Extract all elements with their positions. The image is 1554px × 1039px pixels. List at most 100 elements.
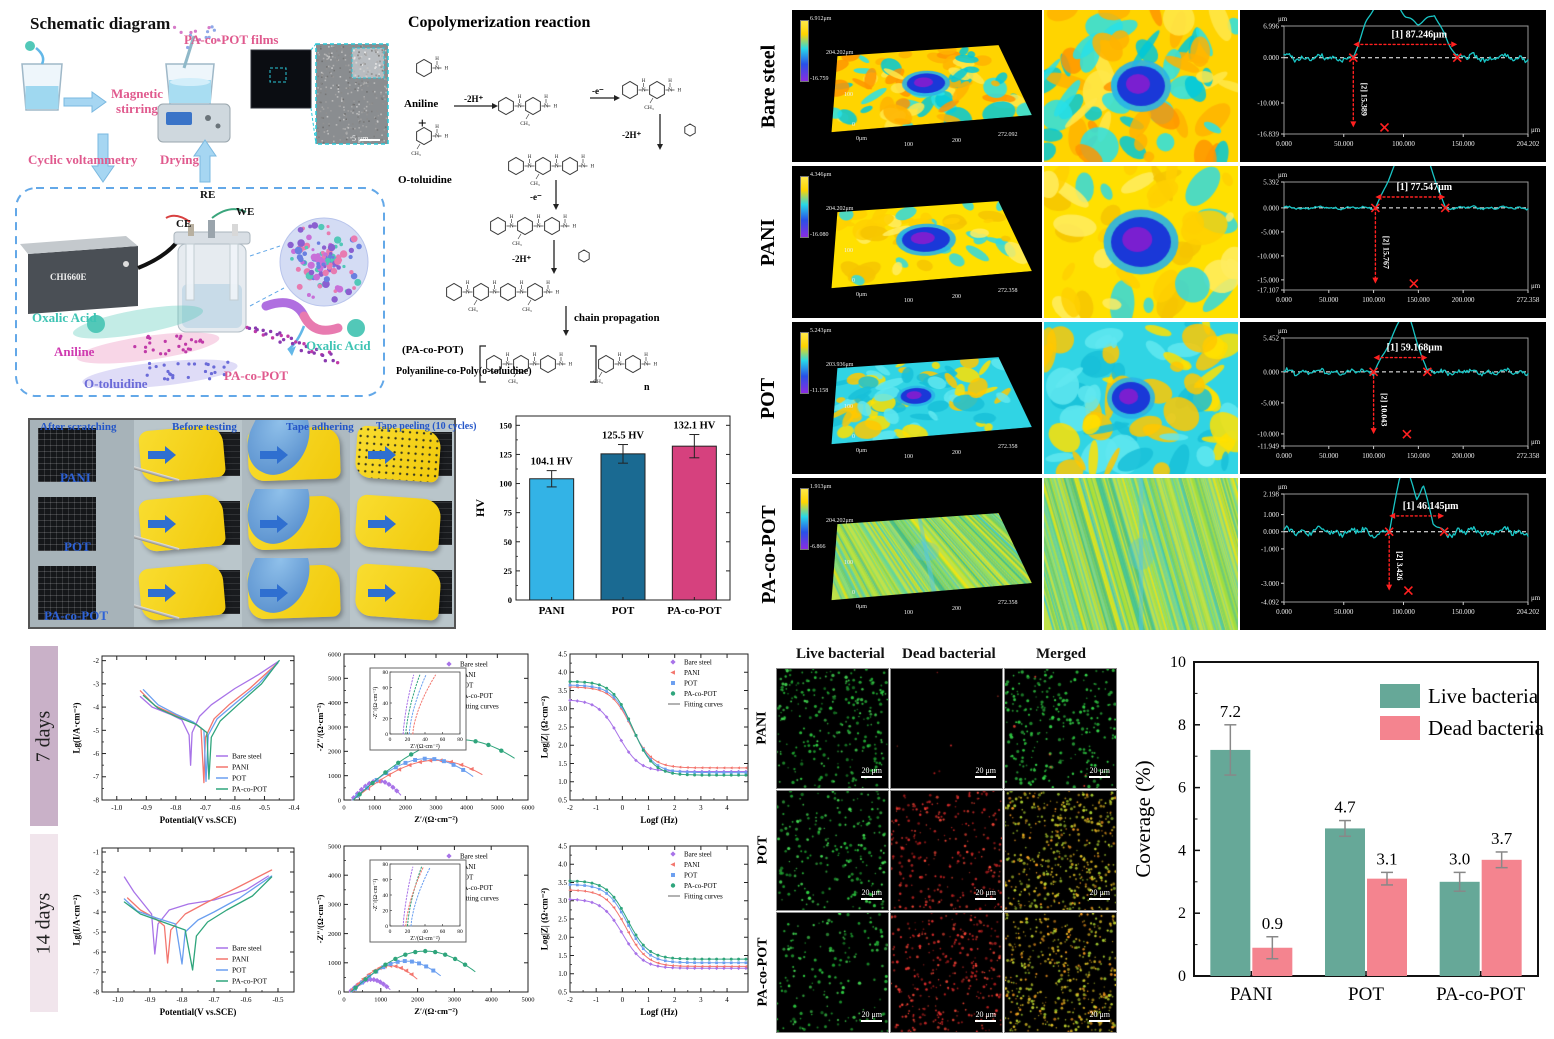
svg-text:0: 0: [621, 996, 625, 1004]
svg-text:4.0: 4.0: [558, 861, 567, 869]
surface-axis-label: 200: [952, 450, 961, 456]
o-toluidine-struct-label: O-toluidine: [398, 174, 452, 186]
svg-text:4: 4: [1178, 842, 1186, 859]
svg-text:H: H: [678, 89, 682, 94]
svg-text:0: 0: [389, 929, 392, 935]
svg-text:PA-co-POT: PA-co-POT: [684, 690, 718, 698]
svg-text:PA-co-POT: PA-co-POT: [1436, 984, 1525, 1005]
svg-text:40: 40: [422, 737, 428, 743]
svg-text:[1] 77.547μm: [1] 77.547μm: [1396, 182, 1452, 193]
svg-text:POT: POT: [232, 774, 247, 783]
hv-chart: 0 25 50 75 100 125 150 HV 104.1 HV PANI 125.5 HV PO…: [470, 404, 744, 639]
svg-text:-0.5: -0.5: [259, 804, 271, 812]
svg-text:Potential(V vs.SCE): Potential(V vs.SCE): [160, 1007, 237, 1017]
svg-text:4000: 4000: [485, 997, 498, 1004]
bacteria-image-r1c2: 20 μm: [1004, 790, 1117, 911]
step5-label: -2H⁺: [512, 254, 531, 265]
bacteria-row-label: POT: [752, 790, 774, 909]
svg-text:60: 60: [440, 737, 446, 743]
svg-text:μm: μm: [1531, 594, 1541, 602]
svg-text:132.1 HV: 132.1 HV: [673, 421, 715, 432]
surface-axis-label: 0μm: [856, 292, 867, 298]
svg-text:3.0: 3.0: [1449, 849, 1470, 868]
svg-text:125.5 HV: 125.5 HV: [602, 431, 644, 442]
bacteria-row-label: PANI: [752, 668, 774, 787]
surface-axis-label: 0: [852, 122, 855, 128]
svg-text:100.000: 100.000: [1362, 296, 1385, 304]
svg-text:100.000: 100.000: [1392, 140, 1415, 148]
surface-heatmap-image: [1044, 478, 1238, 630]
svg-text:2.0: 2.0: [558, 742, 567, 750]
svg-text:N: N: [617, 362, 622, 368]
surface-axis-label: 100: [904, 610, 913, 616]
svg-text:-Z″/(Ω·cm⁻²): -Z″/(Ω·cm⁻²): [372, 687, 379, 720]
svg-text:-8: -8: [93, 796, 99, 804]
svg-text:25: 25: [504, 566, 513, 576]
bode-14d-chart: -2 -1 0 1 2 3 4 0.5 1.0 1.5 2.0 2.5 3.0 3.5 4.0 4.5 Logf…: [536, 840, 754, 1033]
svg-text:-11.949: -11.949: [1258, 443, 1280, 451]
surface-axis-label: 204.202μm: [826, 50, 853, 56]
surface-axis-label: -16.080: [810, 232, 829, 238]
svg-text:150.000: 150.000: [1407, 296, 1430, 304]
svg-text:75: 75: [504, 508, 513, 518]
strip-7days: 7 days: [30, 646, 58, 826]
svg-text:[2] 15.767: [2] 15.767: [1381, 236, 1390, 269]
surface-axis-label: 0μm: [856, 136, 867, 142]
svg-text:-8: -8: [93, 988, 99, 996]
surface-axis-label: 5.243μm: [810, 328, 831, 334]
bacteria-image-r2c2: 20 μm: [1004, 912, 1117, 1033]
bact-header-dead: Dead bacterial: [902, 646, 996, 663]
svg-text:-Z″/(Ω·cm⁻²): -Z″/(Ω·cm⁻²): [315, 702, 325, 751]
svg-text:N: N: [435, 134, 440, 140]
svg-text:0.000: 0.000: [1276, 452, 1292, 460]
svg-text:0.000: 0.000: [1263, 204, 1279, 212]
svg-text:-0.7: -0.7: [200, 804, 212, 812]
svg-text:50.000: 50.000: [1334, 608, 1354, 616]
svg-text:50.000: 50.000: [1319, 452, 1339, 460]
svg-text:CH₃: CH₃: [411, 151, 421, 157]
scalebar-20um: 20 μm: [975, 766, 996, 778]
figure-root: Schematic diagram PA-co-POT films Magnet…: [0, 0, 1554, 1039]
bact-header-merged: Merged: [1036, 646, 1086, 663]
tape-row-pacopot: PA-co-POT: [44, 608, 108, 624]
svg-text:H: H: [563, 215, 567, 220]
svg-text:μm: μm: [1278, 15, 1288, 23]
tape-step-arrow: [148, 451, 166, 459]
svg-text:HV: HV: [473, 499, 487, 517]
svg-text:1.5: 1.5: [558, 760, 567, 768]
o-toluidine-label: O-toluidine: [84, 376, 148, 392]
svg-text:60: 60: [383, 878, 389, 884]
surface-axis-label: 100: [904, 454, 913, 460]
tafel-14d-chart: -1.0 -0.9 -0.8 -0.7 -0.6 -0.5 -8 -7 -6 -5 -4 -3 -2 -1…: [62, 840, 302, 1033]
surface-axis-label: 0: [852, 590, 855, 596]
coverage-chart: 0 2 4 6 8 10 Coverage (%) PANI 7.2 0.9 POT 4.7 3.1 PA…: [1130, 646, 1552, 1039]
surface-axis-label: 4.346μm: [810, 172, 831, 178]
svg-text:POT: POT: [612, 605, 635, 617]
oxalic-acid-label: Oxalic Acid: [32, 310, 97, 326]
svg-text:-6: -6: [93, 948, 99, 956]
svg-text:H: H: [435, 57, 439, 62]
svg-text:CH₃: CH₃: [512, 241, 522, 247]
svg-text:100: 100: [499, 479, 512, 489]
svg-text:-Z″/(Ω·cm⁻²): -Z″/(Ω·cm⁻²): [315, 894, 325, 943]
svg-text:N: N: [536, 224, 541, 230]
surface-axis-label: 0: [852, 278, 855, 284]
svg-text:104.1 HV: 104.1 HV: [531, 457, 573, 468]
svg-text:Bare steel: Bare steel: [232, 944, 262, 953]
svg-text:125: 125: [499, 449, 512, 459]
svg-text:-10.000: -10.000: [1257, 252, 1279, 260]
svg-text:H: H: [554, 105, 558, 110]
profilometry-row-3: PA-co-POT 1.913μm -6.866 204.202μm 100 0 0μm 10…: [748, 478, 1548, 630]
svg-text:CH₃: CH₃: [522, 307, 532, 313]
svg-text:H: H: [510, 215, 514, 220]
svg-text:N: N: [554, 164, 559, 170]
bacteria-row-label: PA-co-POT: [752, 912, 774, 1031]
svg-text:150.000: 150.000: [1407, 452, 1430, 460]
depth-profile-chart: 5.392 0.000 -5.000 -10.000 -15.000 -17.107 0.0…: [1240, 166, 1546, 318]
depth-profile-chart: 5.452 0.000 -5.000 -10.000 -11.949 0.000 50.00…: [1240, 322, 1546, 474]
svg-text:0.000: 0.000: [1276, 296, 1292, 304]
svg-text:N: N: [527, 164, 532, 170]
tape-step-arrow: [368, 520, 386, 528]
svg-text:150: 150: [499, 420, 512, 430]
svg-text:2000: 2000: [328, 749, 341, 756]
